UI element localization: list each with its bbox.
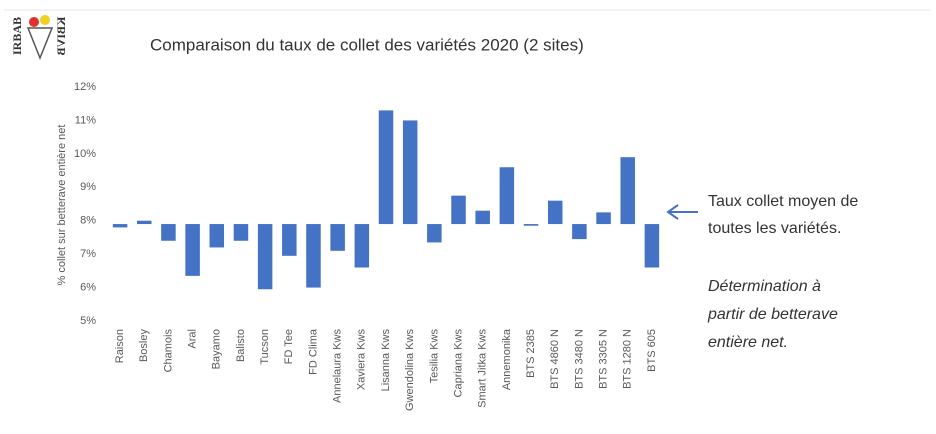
x-tick-label: Annelaura Kws bbox=[332, 329, 344, 403]
x-tick-label: Tesilia Kws bbox=[428, 329, 440, 384]
y-tick-label: 10% bbox=[74, 148, 96, 160]
bar bbox=[209, 224, 225, 248]
arrow bbox=[666, 204, 698, 220]
bar bbox=[282, 224, 297, 256]
x-tick-label: BTS 2385 bbox=[525, 329, 537, 378]
x-tick-label: Lisanna Kws bbox=[380, 329, 392, 392]
x-tick-label: BTS 3480 N bbox=[573, 329, 585, 389]
annotation: entière net. bbox=[708, 334, 788, 351]
y-tick-label: 12% bbox=[74, 81, 96, 93]
bar bbox=[523, 224, 539, 226]
bar bbox=[257, 224, 273, 290]
bar bbox=[596, 212, 611, 225]
logo-text: IRBAB bbox=[10, 17, 24, 55]
bar bbox=[572, 224, 587, 240]
x-tick-label: Chamois bbox=[162, 329, 174, 373]
x-tick-label: Gwendolina Kws bbox=[404, 329, 416, 411]
bar bbox=[547, 200, 563, 225]
y-tick-label: 11% bbox=[75, 114, 96, 126]
y-axis-label: % collet sur betterave entière net bbox=[56, 125, 68, 286]
bar bbox=[161, 224, 176, 241]
annotation: partir de betterave bbox=[707, 306, 838, 323]
bar bbox=[137, 220, 152, 225]
y-tick-label: 7% bbox=[80, 248, 96, 260]
x-tick-label: FD Tee bbox=[283, 329, 295, 364]
bar bbox=[354, 224, 370, 268]
x-tick-label: Aral bbox=[187, 329, 199, 349]
bar bbox=[620, 157, 635, 225]
x-tick-label: Smart Jitka Kws bbox=[477, 329, 489, 408]
annotation: Taux collet moyen de bbox=[708, 193, 858, 210]
logo-text: KBIVB bbox=[54, 17, 68, 56]
x-tick-label: Bosley bbox=[138, 329, 150, 363]
bar bbox=[499, 167, 515, 225]
logo-icon bbox=[40, 15, 50, 25]
y-tick-label: 9% bbox=[80, 181, 96, 193]
bar bbox=[378, 110, 394, 225]
x-tick-label: Balisto bbox=[235, 329, 247, 362]
bar bbox=[427, 224, 442, 243]
logo-icon bbox=[26, 27, 54, 61]
bar bbox=[306, 224, 321, 288]
bar bbox=[185, 224, 200, 276]
bar bbox=[233, 224, 249, 241]
x-tick-label: BTS 4860 N bbox=[549, 329, 561, 389]
chart-title: Comparaison du taux de collet des variét… bbox=[150, 35, 584, 54]
bar bbox=[330, 224, 345, 251]
x-tick-label: FD Clima bbox=[307, 328, 319, 375]
bar bbox=[475, 210, 490, 225]
x-tick-label: Xaviera Kws bbox=[356, 329, 368, 391]
x-tick-label: BTS 1280 N bbox=[622, 329, 634, 389]
logo-icon bbox=[29, 17, 39, 27]
x-tick-label: Capriana Kws bbox=[452, 329, 464, 398]
x-tick-label: Raison bbox=[114, 329, 126, 363]
annotation: Détermination à bbox=[708, 278, 821, 295]
annotation: toutes les variétés. bbox=[708, 220, 841, 237]
y-tick-label: 8% bbox=[80, 215, 96, 227]
x-tick-label: BTS 3305 N bbox=[597, 329, 609, 389]
bar bbox=[451, 195, 466, 225]
x-tick-label: BTS 605 bbox=[646, 329, 658, 372]
y-tick-label: 5% bbox=[80, 315, 96, 327]
y-tick-label: 6% bbox=[80, 281, 96, 293]
bar bbox=[402, 120, 418, 225]
x-tick-label: Bayamo bbox=[211, 329, 223, 369]
x-tick-label: Tucson bbox=[259, 329, 271, 365]
bar bbox=[112, 224, 128, 228]
bar bbox=[644, 224, 660, 268]
x-tick-label: Annemonika bbox=[501, 328, 513, 390]
